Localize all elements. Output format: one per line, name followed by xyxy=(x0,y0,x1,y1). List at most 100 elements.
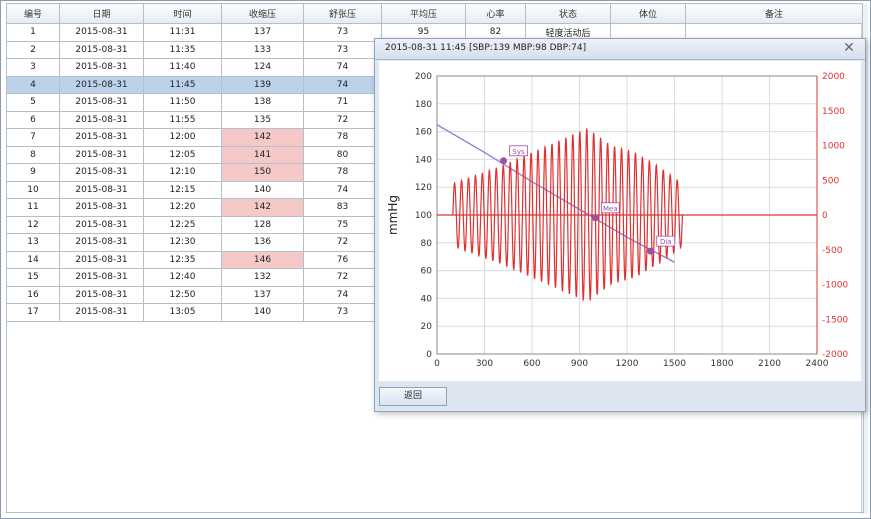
x-tick-label: 2400 xyxy=(806,359,829,369)
close-icon[interactable]: ✕ xyxy=(843,40,855,56)
header-col-heart-rate[interactable]: 心率 xyxy=(465,3,526,24)
y-left-tick-label: 180 xyxy=(415,100,432,110)
return-button[interactable]: 返回 xyxy=(379,387,447,406)
x-tick-label: 2100 xyxy=(758,359,781,369)
cell-time: 12:15 xyxy=(143,180,222,199)
oscillation-line xyxy=(452,128,684,302)
cell-time: 12:00 xyxy=(143,128,222,147)
y-right-tick-label: -500 xyxy=(822,246,843,256)
cell-time: 12:50 xyxy=(143,285,222,304)
cell-id: 11 xyxy=(6,198,60,217)
cell-systolic: 128 xyxy=(221,215,304,234)
cell-date: 2015-08-31 xyxy=(59,250,144,269)
pressure-line xyxy=(436,124,675,263)
header-col-mean[interactable]: 平均压 xyxy=(381,3,466,24)
cell-diastolic: 83 xyxy=(303,198,382,217)
marker-label: Dia xyxy=(660,238,672,246)
marker-label: Sys xyxy=(512,148,525,156)
cell-date: 2015-08-31 xyxy=(59,93,144,112)
cell-id: 1 xyxy=(6,23,60,42)
waveform-dialog: 2015-08-31 11:45 [SBP:139 MBP:98 DBP:74]… xyxy=(374,38,866,412)
header-col-time[interactable]: 时间 xyxy=(143,3,222,24)
y-left-tick-label: 60 xyxy=(421,267,433,277)
cell-date: 2015-08-31 xyxy=(59,198,144,217)
y-axis-label: mmHg xyxy=(386,195,400,235)
y-left-tick-label: 40 xyxy=(421,294,433,304)
x-tick-label: 1800 xyxy=(711,359,734,369)
cell-systolic: 124 xyxy=(221,58,304,77)
cell-id: 17 xyxy=(6,303,60,322)
header-col-date[interactable]: 日期 xyxy=(59,3,144,24)
y-left-tick-label: 0 xyxy=(426,350,432,360)
cell-id: 9 xyxy=(6,163,60,182)
cell-systolic: 136 xyxy=(221,233,304,252)
marker-point xyxy=(591,214,599,222)
cell-systolic: 140 xyxy=(221,180,304,199)
cell-diastolic: 72 xyxy=(303,110,382,129)
waveform-chart: 0 300 600 900 1200 1500 1800 2100 2400 0 20 40 60 80 1… xyxy=(379,61,861,381)
x-tick-label: 900 xyxy=(571,359,588,369)
cell-time: 11:45 xyxy=(143,75,222,94)
y-left-tick-label: 80 xyxy=(421,239,433,249)
cell-time: 12:35 xyxy=(143,250,222,269)
cell-date: 2015-08-31 xyxy=(59,180,144,199)
cell-diastolic: 73 xyxy=(303,303,382,322)
cell-time: 12:10 xyxy=(143,163,222,182)
header-col-status[interactable]: 状态 xyxy=(525,3,611,24)
cell-time: 11:50 xyxy=(143,93,222,112)
cell-id: 15 xyxy=(6,268,60,287)
cell-id: 13 xyxy=(6,233,60,252)
marker-label-box xyxy=(600,202,620,214)
x-tick-label: 600 xyxy=(523,359,540,369)
cell-systolic: 137 xyxy=(221,285,304,304)
y-right-tick-label: 2000 xyxy=(822,72,845,82)
header-col-systolic[interactable]: 收缩压 xyxy=(221,3,304,24)
cell-diastolic: 73 xyxy=(303,40,382,59)
cell-diastolic: 76 xyxy=(303,250,382,269)
cell-date: 2015-08-31 xyxy=(59,233,144,252)
x-tick-label: 1200 xyxy=(616,359,639,369)
y-left-tick-label: 140 xyxy=(415,155,432,165)
cell-id: 3 xyxy=(6,58,60,77)
cell-systolic: 137 xyxy=(221,23,304,42)
cell-time: 11:35 xyxy=(143,40,222,59)
cell-id: 12 xyxy=(6,215,60,234)
cell-diastolic: 72 xyxy=(303,268,382,287)
dialog-title-bar[interactable]: 2015-08-31 11:45 [SBP:139 MBP:98 DBP:74]… xyxy=(375,39,865,60)
dialog-title: 2015-08-31 11:45 [SBP:139 MBP:98 DBP:74] xyxy=(385,43,587,53)
y-right-tick-label: 1000 xyxy=(822,142,845,152)
cell-time: 12:25 xyxy=(143,215,222,234)
cell-time: 11:55 xyxy=(143,110,222,129)
cell-date: 2015-08-31 xyxy=(59,163,144,182)
cell-date: 2015-08-31 xyxy=(59,268,144,287)
cell-id: 4 xyxy=(6,75,60,94)
cell-diastolic: 73 xyxy=(303,23,382,42)
header-col-diastolic[interactable]: 舒张压 xyxy=(303,3,382,24)
cell-id: 10 xyxy=(6,180,60,199)
cell-diastolic: 78 xyxy=(303,163,382,182)
cell-date: 2015-08-31 xyxy=(59,303,144,322)
header-col-id[interactable]: 编号 xyxy=(6,3,60,24)
cell-date: 2015-08-31 xyxy=(59,58,144,77)
table-row[interactable]: 1 2015-08-31 11:31 137 73 95 82 轻度活动后 xyxy=(6,23,863,42)
table-header-row: 编号 日期 时间 收缩压 舒张压 平均压 心率 状态 体位 备注 xyxy=(6,3,863,24)
cell-time: 12:40 xyxy=(143,268,222,287)
cell-systolic: 135 xyxy=(221,110,304,129)
cell-diastolic: 74 xyxy=(303,180,382,199)
cell-id: 6 xyxy=(6,110,60,129)
marker-label-box xyxy=(656,235,676,247)
header-col-remark[interactable]: 备注 xyxy=(685,3,863,24)
cell-id: 7 xyxy=(6,128,60,147)
header-col-posture[interactable]: 体位 xyxy=(610,3,686,24)
x-tick-label: 0 xyxy=(434,359,440,369)
y-right-tick-label: 1500 xyxy=(822,107,845,117)
cell-systolic: 139 xyxy=(221,75,304,94)
cell-id: 14 xyxy=(6,250,60,269)
cell-systolic: 146 xyxy=(221,250,304,269)
y-left-tick-label: 160 xyxy=(415,128,432,138)
cell-diastolic: 74 xyxy=(303,58,382,77)
y-right-tick-label: -1500 xyxy=(822,315,848,325)
cell-systolic: 138 xyxy=(221,93,304,112)
y-right-tick-label: 500 xyxy=(822,176,839,186)
cell-time: 12:20 xyxy=(143,198,222,217)
